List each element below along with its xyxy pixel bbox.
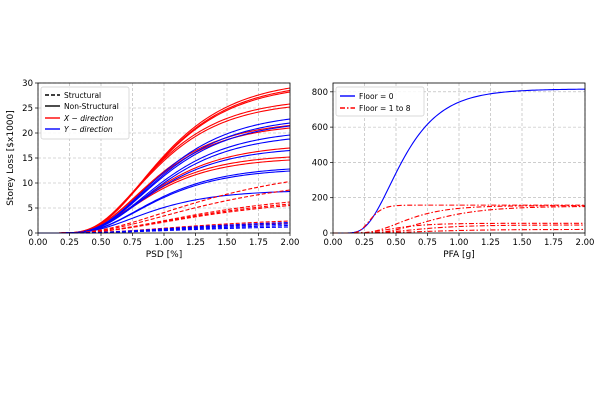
- legend-label-floor-0: Floor = 0: [359, 92, 394, 101]
- series-line: [333, 228, 585, 234]
- x-tick-label: 0.00: [324, 238, 343, 248]
- y-tick-label: 30: [22, 79, 33, 89]
- x-tick-label: 0.25: [60, 238, 79, 248]
- x-tick-label: 1.75: [544, 238, 563, 248]
- legend-label-x-direction: X − direction: [63, 114, 113, 123]
- y-tick-label: 200: [312, 194, 328, 204]
- legend-label-structural: Structural: [64, 91, 101, 100]
- x-axis-label: PSD [%]: [146, 250, 183, 260]
- x-tick-label: 1.25: [186, 238, 205, 248]
- loss-vs-pfa-chart: 0.00 0.25 0.50 0.75 1.00 1.25 1.50 1.75 2.00 0 200…: [312, 82, 595, 260]
- y-tick-label: 10: [22, 179, 33, 189]
- y-axis-label: Storey Loss [$x1000]: [6, 110, 16, 206]
- y-tick-label: 800: [312, 88, 328, 98]
- legend-label-y-direction: Y − direction: [64, 125, 113, 134]
- x-tick-label: 1.00: [155, 238, 174, 248]
- x-tick-label: 2.00: [281, 238, 300, 248]
- y-tick-label: 0: [323, 229, 328, 239]
- x-tick-label: 0.75: [418, 238, 437, 248]
- y-tick-label: 5: [28, 204, 33, 214]
- y-tick-label: 15: [22, 154, 33, 164]
- x-tick-label: 1.50: [513, 238, 532, 248]
- ticks: 0.00 0.25 0.50 0.75 1.00 1.25 1.50 1.75 2.00 0 5 10…: [22, 79, 299, 248]
- x-tick-label: 1.00: [450, 238, 469, 248]
- legend: Structural Non-Structural X − direction …: [40, 86, 130, 140]
- x-tick-label: 1.25: [481, 238, 500, 248]
- x-tick-label: 0.50: [387, 238, 406, 248]
- legend-box: [335, 86, 425, 117]
- x-tick-label: 1.50: [218, 238, 237, 248]
- x-tick-label: 0.00: [29, 238, 48, 248]
- legend: Floor = 0 Floor = 1 to 8: [335, 86, 425, 117]
- y-tick-label: 0: [28, 229, 33, 239]
- x-tick-label: 0.50: [92, 238, 111, 248]
- y-tick-label: 20: [22, 129, 33, 139]
- series-line: [38, 220, 291, 234]
- ticks: 0.00 0.25 0.50 0.75 1.00 1.25 1.50 1.75 2.00 0 200…: [312, 88, 595, 248]
- y-tick-label: 600: [312, 123, 328, 133]
- x-tick-label: 2.00: [576, 238, 595, 248]
- x-tick-label: 1.75: [249, 238, 268, 248]
- legend-label-floor-1-to-8: Floor = 1 to 8: [359, 104, 411, 113]
- curves: [38, 87, 291, 234]
- legend-label-non-structural: Non-Structural: [64, 102, 119, 111]
- x-tick-label: 0.75: [123, 238, 142, 248]
- y-tick-label: 400: [312, 158, 328, 168]
- x-tick-label: 0.25: [355, 238, 374, 248]
- x-axis-label: PFA [g]: [443, 250, 475, 260]
- y-tick-label: 25: [22, 104, 33, 114]
- series-line: [333, 204, 585, 234]
- storey-loss-vs-psd-chart: 0.00 0.25 0.50 0.75 1.00 1.25 1.50 1.75 2.00 0 5 10…: [6, 79, 299, 260]
- series-line: [333, 222, 585, 234]
- legend-box: [40, 86, 130, 140]
